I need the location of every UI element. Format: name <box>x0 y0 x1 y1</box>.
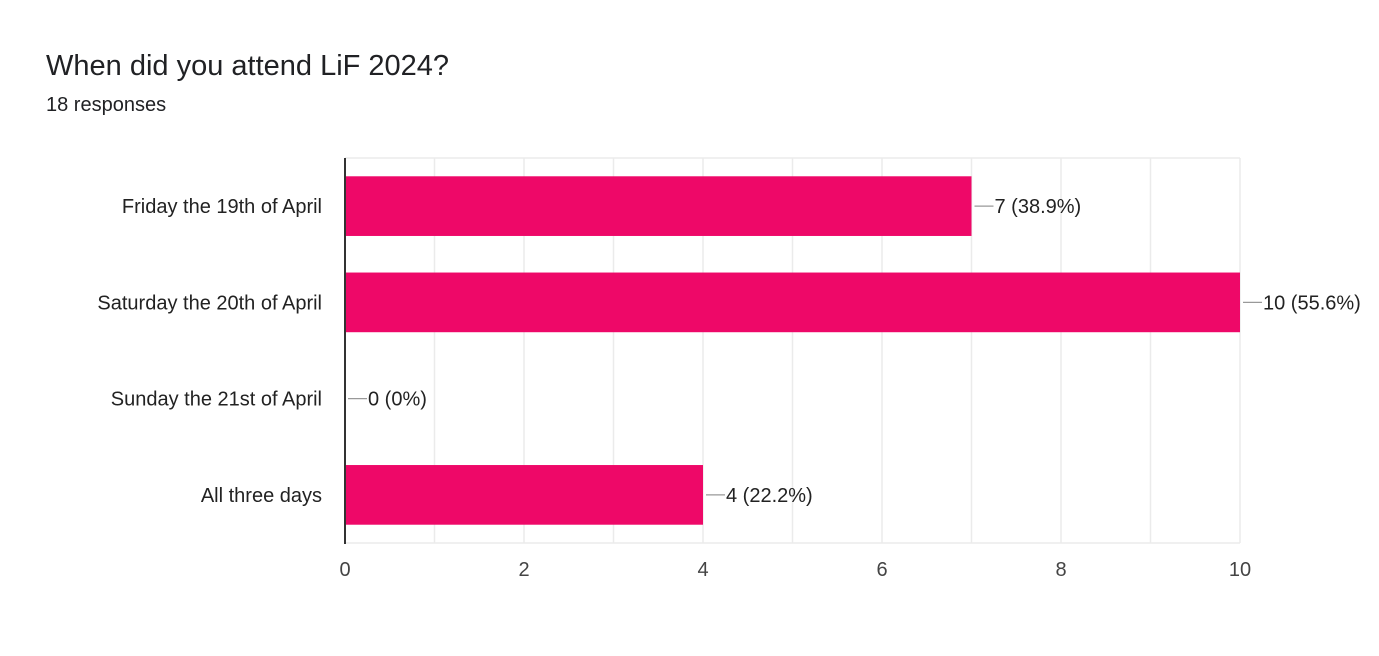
category-label: Saturday the 20th of April <box>97 292 322 314</box>
bar <box>345 465 703 525</box>
category-label: All three days <box>201 485 322 507</box>
category-label: Sunday the 21st of April <box>111 389 322 411</box>
x-tick-label: 8 <box>1055 559 1066 581</box>
category-label: Friday the 19th of April <box>122 196 322 218</box>
data-label: 4 (22.2%) <box>726 485 813 507</box>
response-count: 18 responses <box>46 94 167 116</box>
labels: 7 (38.9%) Friday the 19th of April 10 (55.… <box>97 196 1360 581</box>
x-tick-label: 4 <box>697 559 708 581</box>
x-tick-label: 6 <box>876 559 887 581</box>
x-tick-label: 10 <box>1229 559 1251 581</box>
x-tick-label: 0 <box>339 559 350 581</box>
data-label: 10 (55.6%) <box>1263 292 1361 314</box>
bar <box>345 176 972 236</box>
bar <box>345 272 1240 333</box>
data-label: 0 (0%) <box>368 389 427 411</box>
x-tick-label: 2 <box>518 559 529 581</box>
bars <box>345 176 1240 525</box>
question-title: When did you attend LiF 2024? <box>46 50 450 82</box>
data-label: 7 (38.9%) <box>995 196 1082 218</box>
